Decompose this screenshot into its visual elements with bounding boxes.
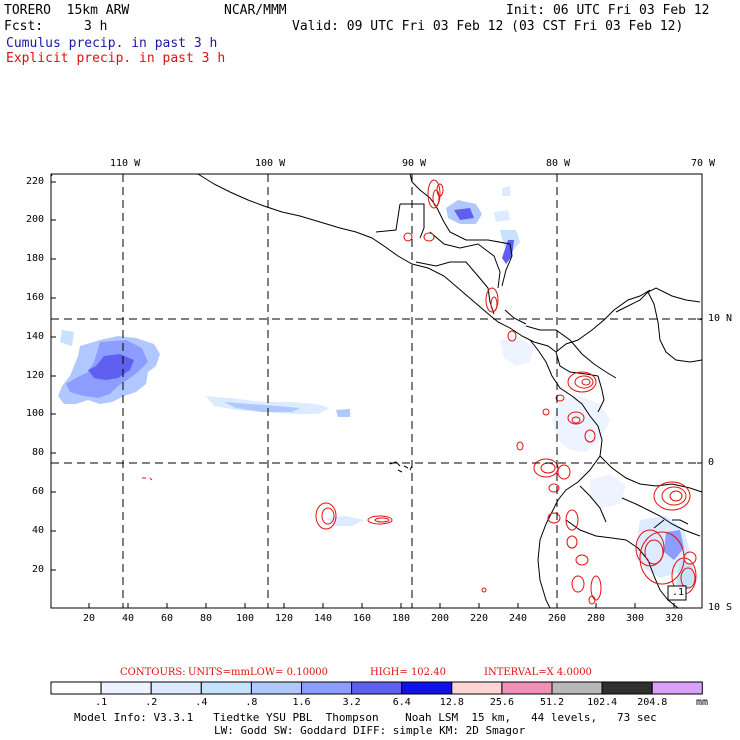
x-tick-label: 300 — [626, 613, 645, 624]
y-tick-label: 40 — [32, 525, 45, 536]
graticule — [51, 174, 702, 608]
y-tick-label: 160 — [26, 292, 45, 303]
top-lon-label-80w: 80 W — [546, 158, 571, 169]
colorbar-swatch — [301, 681, 353, 695]
colorbar-swatch — [200, 681, 252, 695]
cumulus-field-label: Cumulus precip. in past 3 h — [6, 36, 218, 51]
right-lat-label-0: 0 — [708, 457, 715, 468]
colorbar-tick-label: 204.8 — [637, 697, 668, 708]
axis-ticks — [51, 181, 702, 608]
cumulus-precip-shading — [58, 186, 696, 590]
colorbar — [50, 681, 703, 695]
x-tick-label: 60 — [161, 613, 174, 624]
contours-units: UNITS=mm — [188, 667, 250, 678]
init-time: Init: 06 UTC Fri 03 Feb 12 — [506, 3, 710, 18]
x-tick-label: 280 — [587, 613, 606, 624]
colorbar-swatch — [150, 681, 202, 695]
contours-high: HIGH= 102.40 — [370, 667, 446, 678]
colorbar-swatch — [551, 681, 603, 695]
colorbar-tick-label: 3.2 — [342, 697, 361, 708]
x-tick-label: 240 — [509, 613, 528, 624]
y-tick-label: 80 — [32, 447, 45, 458]
contours-label: CONTOURS: — [120, 667, 186, 678]
x-tick-label: 80 — [200, 613, 213, 624]
top-lon-label-100w: 100 W — [255, 158, 286, 169]
explicit-field-label: Explicit precip. in past 3 h — [6, 51, 226, 66]
y-tick-label: 20 — [32, 564, 45, 575]
map-frame — [50, 173, 703, 609]
y-tick-label: 120 — [26, 370, 45, 381]
colorbar-swatch — [401, 681, 453, 695]
x-tick-label: 20 — [83, 613, 96, 624]
colorbar-tick-label: .8 — [245, 697, 258, 708]
contours-interval: INTERVAL=X 4.0000 — [484, 667, 592, 678]
y-tick-label: 60 — [32, 486, 45, 497]
colorbar-tick-label: .4 — [195, 697, 208, 708]
model-title: TORERO 15km ARW — [4, 3, 130, 18]
colorbar-swatch — [50, 681, 102, 695]
x-tick-label: 160 — [353, 613, 372, 624]
x-tick-label: 260 — [548, 613, 567, 624]
fcst-label: Fcst: — [4, 19, 44, 34]
colorbar-tick-label: 102.4 — [587, 697, 618, 708]
contours-low: LOW= 0.10000 — [250, 667, 329, 678]
colorbar-unit: mm — [696, 697, 709, 708]
x-tick-label: 220 — [470, 613, 489, 624]
x-tick-label: 140 — [314, 613, 333, 624]
colorbar-tick-label: .1 — [95, 697, 108, 708]
colorbar-tick-label: .2 — [145, 697, 158, 708]
colorbar-swatch — [351, 681, 403, 695]
colorbar-tick-label: 1.6 — [292, 697, 311, 708]
colorbar-tick-label: 51.2 — [540, 697, 565, 708]
colorbar-swatch — [501, 681, 553, 695]
y-tick-label: 100 — [26, 408, 45, 419]
y-tick-label: 220 — [26, 176, 45, 187]
y-tick-label: 200 — [26, 214, 45, 225]
colorbar-swatch — [250, 681, 302, 695]
coastlines — [50, 173, 703, 609]
org-label: NCAR/MMM — [224, 3, 287, 18]
top-lon-label-90w: 90 W — [402, 158, 427, 169]
top-lon-label-110w: 110 W — [110, 158, 141, 169]
colorbar-tick-label: 12.8 — [439, 697, 464, 708]
right-lat-label-10n: 10 N — [708, 313, 733, 324]
colorbar-swatch — [651, 681, 703, 695]
x-tick-label: 180 — [392, 613, 411, 624]
valid-time: Valid: 09 UTC Fri 03 Feb 12 (03 CST Fri … — [292, 19, 684, 34]
model-info-line2: LW: Godd SW: Goddard DIFF: simple KM: 2D… — [214, 724, 526, 737]
explicit-precip-contours — [142, 179, 697, 605]
x-tick-label: 200 — [431, 613, 450, 624]
x-tick-label: 120 — [275, 613, 294, 624]
y-tick-label: 180 — [26, 253, 45, 264]
fcst-value: 3 h — [84, 19, 108, 34]
contour-label-box — [667, 585, 687, 601]
y-tick-label: 140 — [26, 331, 45, 342]
contour-box-label: .1 — [672, 587, 685, 598]
colorbar-tick-label: 6.4 — [392, 697, 411, 708]
x-tick-label: 320 — [665, 613, 684, 624]
colorbar-swatch — [100, 681, 152, 695]
model-info-line1: Model Info: V3.3.1 Tiedtke YSU PBL Thomp… — [74, 711, 657, 724]
colorbar-swatch — [601, 681, 653, 695]
x-tick-label: 100 — [236, 613, 255, 624]
x-tick-label: 40 — [122, 613, 135, 624]
right-lat-label-10s: 10 S — [708, 602, 733, 613]
colorbar-tick-label: 25.6 — [489, 697, 514, 708]
colorbar-swatch — [451, 681, 503, 695]
top-lon-label-70w: 70 W — [691, 158, 716, 169]
